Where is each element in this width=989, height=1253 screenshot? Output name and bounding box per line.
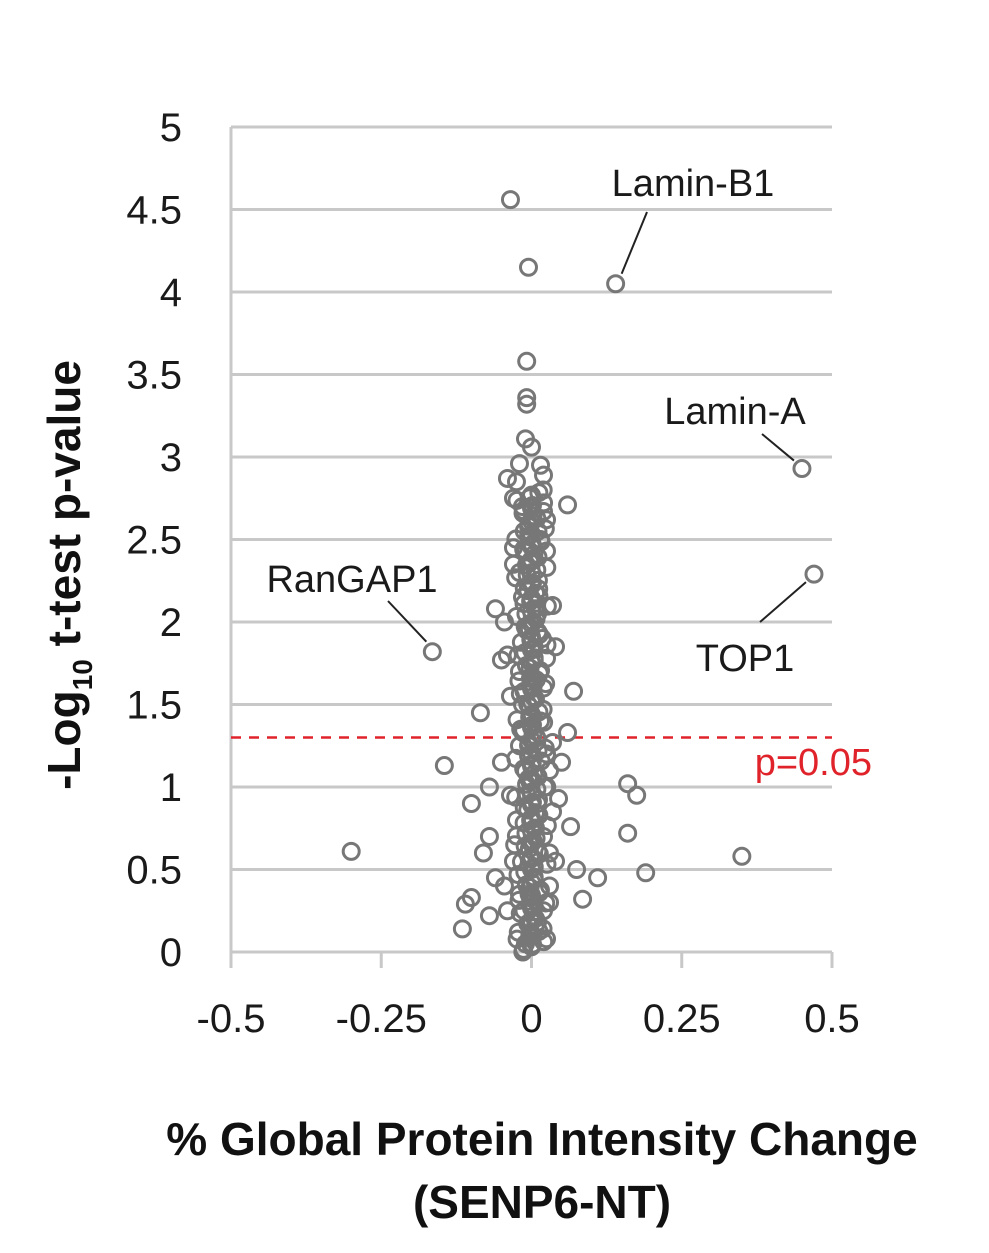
- data-point: [523, 506, 543, 526]
- data-point: [558, 495, 578, 515]
- data-point: [461, 794, 481, 813]
- data-point: [470, 703, 490, 723]
- y-tick-label: 1.5: [126, 684, 182, 728]
- data-point: [531, 455, 551, 475]
- data-point: [494, 876, 514, 896]
- annotations: Lamin-B1 Lamin-A TOP1 RanGAP1: [266, 163, 807, 680]
- data-point: [523, 686, 543, 706]
- y-tick-label: 3.5: [126, 354, 182, 398]
- y-tick-label: 1: [160, 766, 182, 810]
- data-point: [546, 637, 566, 657]
- data-point: [452, 919, 472, 939]
- y-axis-title-suffix: t-test p-value: [38, 360, 90, 659]
- data-point: [804, 564, 824, 584]
- y-tick-label: 3: [160, 436, 182, 480]
- data-point: [533, 480, 553, 500]
- data-point: [732, 846, 752, 866]
- data-point: [434, 756, 454, 776]
- annotation-leader: [620, 211, 648, 275]
- data-point: [606, 274, 626, 294]
- y-tick-label: 4.5: [126, 189, 182, 233]
- data-point: [422, 642, 442, 662]
- y-axis-title-subscript: 10: [67, 659, 98, 690]
- x-axis-title-line2: (SENP6-NT): [413, 1176, 671, 1228]
- annotation-label: Lamin-B1: [612, 163, 775, 205]
- data-point: [523, 906, 543, 926]
- y-tick-label: 2: [160, 601, 182, 645]
- data-point: [497, 645, 517, 665]
- data-point: [552, 752, 572, 772]
- annotation-label: TOP1: [696, 638, 795, 680]
- data-point: [573, 889, 593, 909]
- y-tick-label: 4: [160, 271, 182, 315]
- data-point: [500, 190, 520, 210]
- annotation-label: RanGAP1: [266, 559, 437, 601]
- x-tick-label: 0: [520, 997, 542, 1041]
- data-point: [341, 841, 361, 861]
- x-tick-label: -0.25: [336, 997, 427, 1041]
- data-point: [479, 906, 499, 926]
- x-tick-label: 0.25: [643, 997, 721, 1041]
- y-tick-label: 5: [160, 106, 182, 150]
- annotation-leader: [761, 433, 795, 462]
- threshold-label: p=0.05: [755, 742, 872, 784]
- data-point: [537, 557, 557, 577]
- data-point: [618, 823, 638, 843]
- threshold-group: p=0.05: [231, 736, 872, 784]
- data-point: [627, 785, 647, 805]
- x-axis-title-line1: % Global Protein Intensity Change: [166, 1113, 917, 1165]
- data-point: [564, 681, 584, 701]
- data-point: [561, 817, 581, 837]
- x-tick-label: -0.5: [197, 997, 266, 1041]
- y-axis-title: -Log10 t-test p-value: [38, 360, 98, 790]
- data-point: [518, 257, 538, 277]
- x-tick-labels: -0.5 -0.25 0 0.25 0.5: [197, 997, 860, 1041]
- data-point: [485, 599, 505, 619]
- data-point: [636, 863, 656, 883]
- y-axis-title-prefix: -Log: [38, 690, 90, 790]
- data-point: [618, 774, 638, 794]
- data-point: [567, 860, 587, 879]
- data-point: [497, 468, 517, 488]
- data-point: [522, 437, 541, 457]
- data-point: [558, 723, 578, 743]
- data-point: [517, 351, 537, 371]
- y-tick-labels: 0 0.5 1 1.5 2 2.5 3 3.5 4 4.5 5: [126, 106, 182, 975]
- data-point: [479, 777, 499, 797]
- data-point: [792, 459, 812, 479]
- data-points: [341, 190, 824, 962]
- data-point: [473, 843, 493, 863]
- data-point: [546, 851, 566, 871]
- y-tick-label: 2.5: [126, 519, 182, 563]
- annotation-label: Lamin-A: [664, 391, 806, 433]
- data-point: [455, 894, 475, 914]
- annotation-leader: [759, 581, 807, 623]
- y-tick-label: 0: [160, 931, 182, 975]
- y-tick-label: 0.5: [126, 849, 182, 893]
- data-point: [517, 388, 537, 408]
- x-tick-label: 0.5: [804, 997, 860, 1041]
- data-point: [588, 868, 608, 888]
- data-point: [523, 725, 543, 745]
- annotation-leader: [387, 600, 428, 643]
- data-point: [517, 394, 537, 414]
- data-point: [479, 827, 499, 846]
- data-point: [509, 454, 529, 474]
